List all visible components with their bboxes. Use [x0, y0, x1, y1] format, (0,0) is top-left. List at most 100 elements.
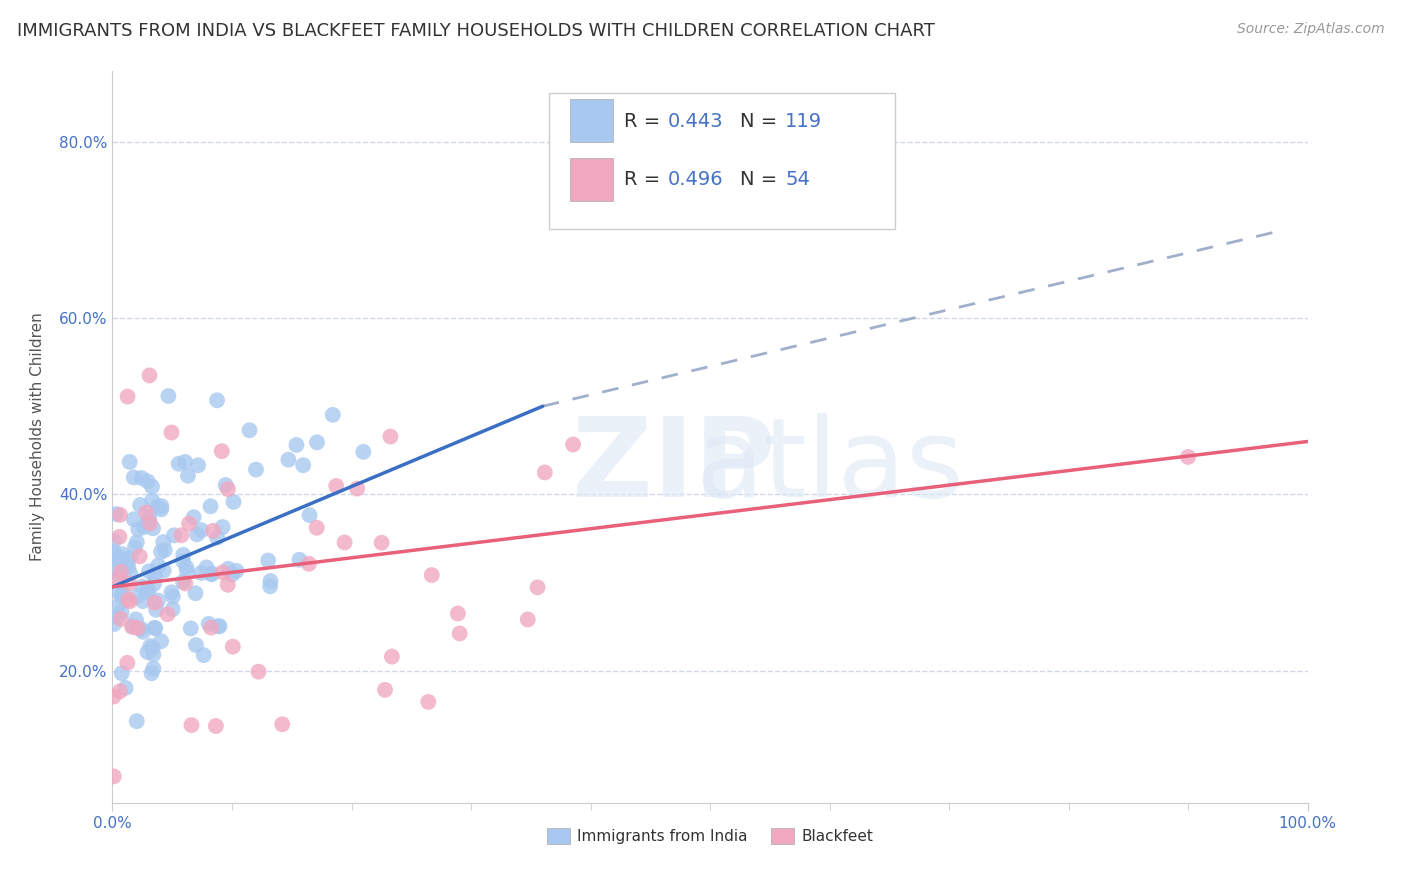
Point	[183, 510, 205, 524]
Point	[174, 576, 197, 591]
Point	[136, 582, 159, 597]
Point	[117, 390, 139, 404]
Point	[238, 423, 260, 437]
Point	[120, 566, 142, 581]
Point	[562, 437, 585, 451]
Point	[325, 479, 347, 493]
Point	[150, 502, 173, 516]
Point	[105, 584, 128, 599]
Point	[150, 499, 173, 513]
Point	[143, 568, 166, 582]
Point	[221, 567, 243, 582]
Point	[105, 549, 128, 563]
Point	[139, 639, 162, 653]
Point	[207, 619, 229, 633]
Point	[136, 645, 159, 659]
Point	[292, 458, 315, 473]
Point	[271, 717, 294, 731]
Point	[370, 535, 392, 549]
Point	[107, 599, 129, 614]
Point	[195, 560, 218, 574]
Point	[117, 559, 139, 574]
Point	[150, 634, 173, 648]
Point	[200, 567, 222, 582]
Point	[214, 478, 236, 492]
Point	[247, 665, 270, 679]
Point	[138, 368, 160, 383]
Point	[131, 580, 153, 594]
Point	[103, 545, 125, 559]
Point	[146, 593, 169, 607]
Point	[217, 482, 239, 496]
Point	[135, 506, 157, 520]
Point	[121, 620, 143, 634]
Text: 119: 119	[786, 112, 823, 130]
Point	[298, 508, 321, 523]
Point	[162, 602, 184, 616]
Point	[141, 480, 163, 494]
Point	[245, 462, 267, 476]
Text: IMMIGRANTS FROM INDIA VS BLACKFEET FAMILY HOUSEHOLDS WITH CHILDREN CORRELATION C: IMMIGRANTS FROM INDIA VS BLACKFEET FAMIL…	[17, 22, 935, 40]
Point	[201, 566, 224, 581]
Point	[200, 621, 222, 635]
Point	[162, 590, 184, 604]
Point	[111, 586, 134, 600]
Point	[107, 573, 129, 587]
Point	[225, 564, 247, 578]
Point	[143, 621, 166, 635]
Point	[516, 612, 538, 626]
Point	[117, 592, 139, 607]
Point	[111, 589, 134, 603]
Point	[180, 718, 202, 732]
Point	[447, 607, 470, 621]
Point	[132, 624, 155, 639]
Point	[187, 458, 209, 473]
Point	[103, 690, 125, 704]
Point	[157, 389, 180, 403]
Point	[193, 648, 215, 663]
FancyBboxPatch shape	[571, 158, 613, 201]
Point	[103, 769, 125, 783]
Point	[190, 566, 212, 580]
Point	[184, 638, 207, 652]
Point	[211, 566, 233, 580]
Point	[124, 541, 146, 555]
Point	[259, 574, 281, 588]
Point	[132, 520, 155, 534]
Point	[172, 548, 194, 562]
Point	[143, 621, 166, 635]
Point	[111, 547, 134, 561]
Point	[222, 640, 245, 654]
Point	[176, 560, 198, 574]
Point	[142, 521, 165, 535]
Point	[176, 565, 198, 579]
Text: N =: N =	[740, 112, 783, 130]
Point	[108, 684, 131, 698]
Point	[127, 522, 149, 536]
Point	[108, 530, 131, 544]
Point	[180, 621, 202, 635]
Text: atlas: atlas	[696, 413, 963, 520]
Point	[110, 612, 132, 626]
Point	[136, 585, 159, 599]
Point	[114, 681, 136, 695]
Text: R =: R =	[624, 170, 666, 189]
Point	[148, 558, 170, 573]
Point	[138, 514, 160, 528]
Point	[146, 500, 169, 514]
Point	[125, 612, 148, 626]
Point	[156, 607, 179, 622]
Point	[259, 579, 281, 593]
Point	[163, 528, 186, 542]
Point	[352, 445, 374, 459]
Point	[285, 438, 308, 452]
Point	[211, 520, 233, 534]
Point	[205, 531, 228, 545]
Point	[305, 521, 328, 535]
Point	[125, 535, 148, 549]
Point	[184, 586, 207, 600]
Point	[197, 616, 219, 631]
Point	[136, 475, 159, 489]
Point	[526, 580, 548, 594]
Point	[322, 408, 344, 422]
